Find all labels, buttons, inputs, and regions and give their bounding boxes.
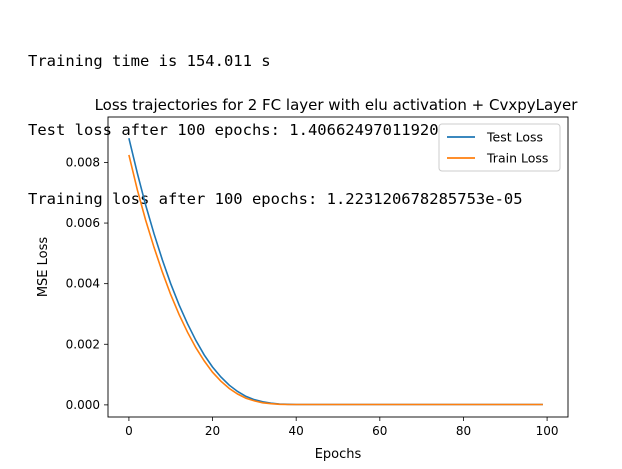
console-line-train-loss: Training loss after 100 epochs: 1.223120… <box>28 190 523 208</box>
x-axis-label: Epochs <box>315 447 362 462</box>
plot-frame <box>107 116 569 418</box>
x-tick-label: 100 <box>536 424 559 438</box>
console-line-training-time: Training time is 154.011 s <box>28 52 271 70</box>
console-output: Training time is 154.011 s Test loss aft… <box>28 4 523 234</box>
legend-label: Test Loss <box>486 130 543 145</box>
y-tick-label: 0.000 <box>66 398 100 412</box>
legend-box <box>438 123 561 172</box>
y-tick-label: 0.006 <box>66 216 100 230</box>
series-line-test-loss <box>128 138 543 406</box>
legend-label: Train Loss <box>486 151 548 166</box>
legend: Test Loss Train Loss <box>438 123 561 172</box>
y-tick-label: 0.002 <box>66 337 100 351</box>
chart-title: Loss trajectories for 2 FC layer with el… <box>95 96 579 114</box>
x-tick-label: 0 <box>125 424 133 438</box>
series-line-train-loss <box>128 154 543 406</box>
y-tick-label: 0.004 <box>66 277 100 291</box>
x-tick-label: 20 <box>205 424 220 438</box>
x-tick-label: 60 <box>372 424 387 438</box>
x-tick-label: 80 <box>456 424 471 438</box>
x-tick-label: 40 <box>289 424 304 438</box>
y-axis-label: MSE Loss <box>36 237 51 298</box>
y-tick-label: 0.008 <box>66 155 100 169</box>
